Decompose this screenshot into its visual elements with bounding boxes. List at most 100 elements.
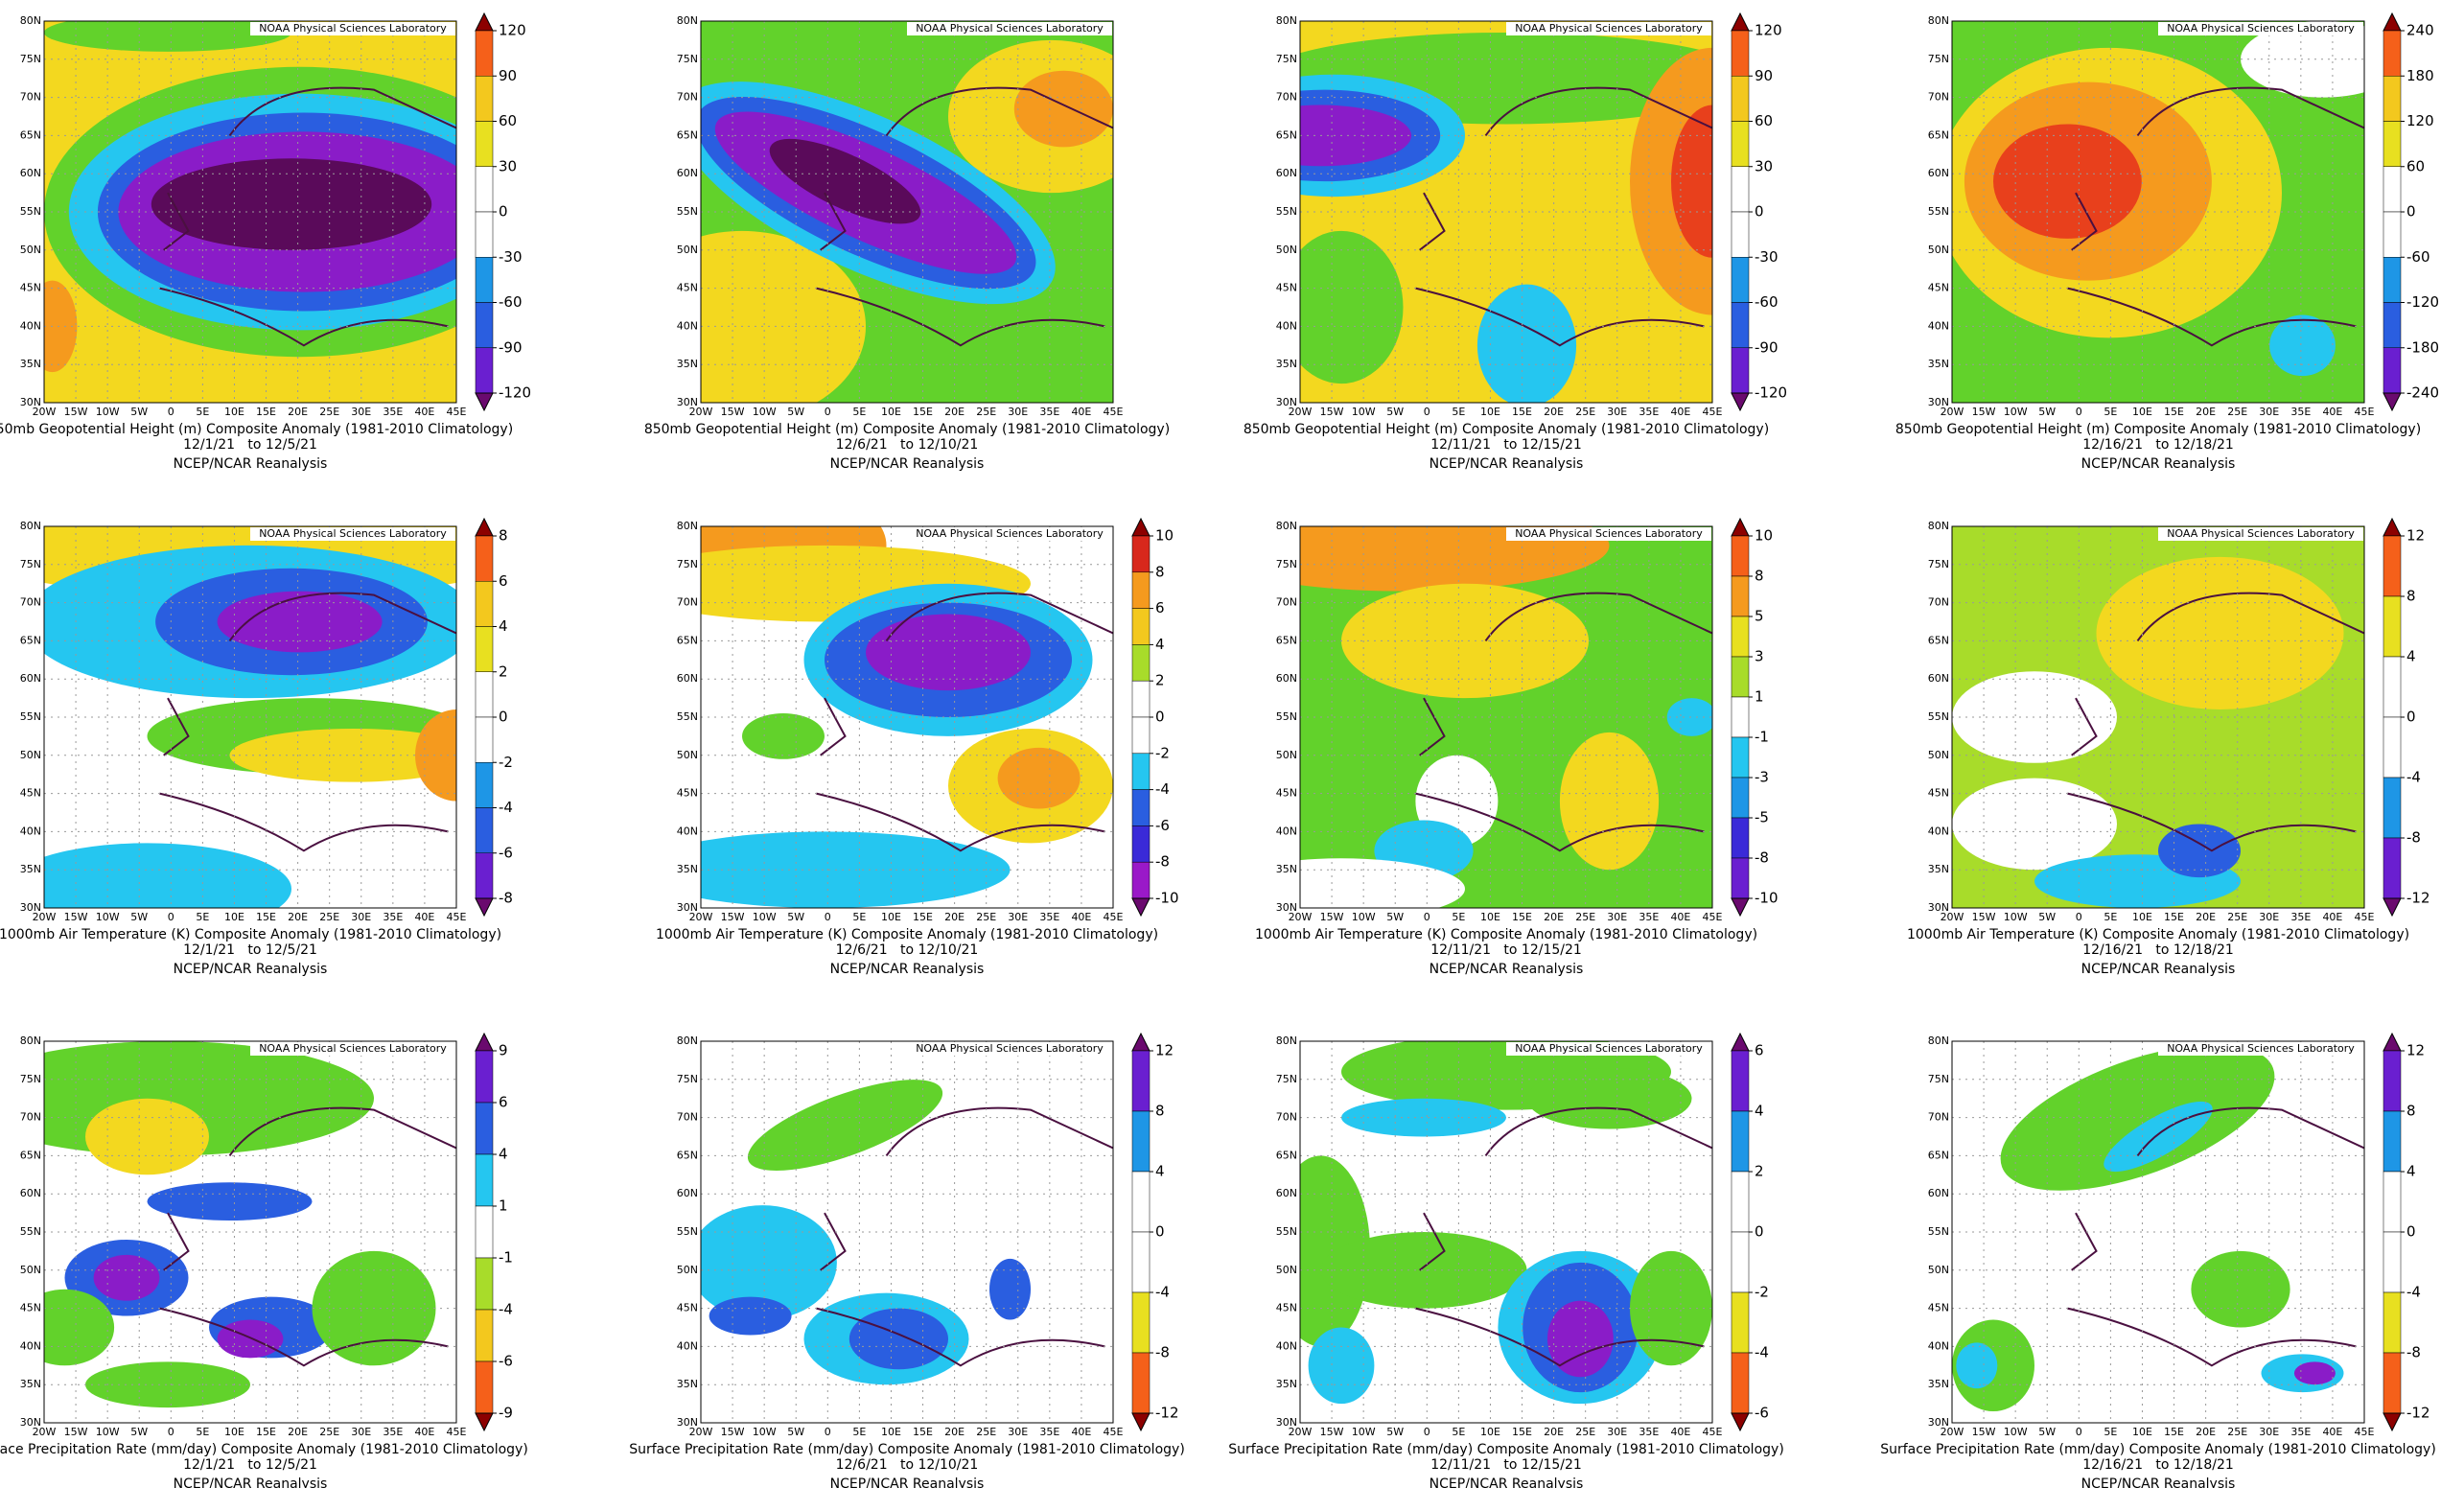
- caption: 850mb Geopotential Height (m) Composite …: [1244, 422, 1769, 437]
- lon-label: 40E: [1071, 406, 1091, 418]
- lon-label: 30E: [1607, 1426, 1627, 1438]
- lon-label: 15W: [64, 911, 88, 923]
- source: NCEP/NCAR Reanalysis: [1430, 962, 1584, 977]
- colorbar-end: [1731, 1412, 1750, 1432]
- credit: NOAA Physical Sciences Laboratory: [1515, 527, 1703, 540]
- lat-label: 35N: [677, 1378, 698, 1390]
- lon-label: 5W: [2038, 911, 2056, 923]
- lon-label: 20W: [33, 1426, 57, 1438]
- lon-label: 40E: [1670, 406, 1690, 418]
- colorbar-label: 8: [2406, 588, 2416, 605]
- lat-label: 35N: [677, 358, 698, 370]
- lon-label: 25E: [2227, 1426, 2247, 1438]
- map-frame: [1951, 1040, 2365, 1424]
- lon-label: 5E: [196, 911, 209, 923]
- lat-label: 50N: [20, 244, 41, 256]
- credit-box: [2158, 527, 2363, 541]
- source: NCEP/NCAR Reanalysis: [1430, 456, 1584, 472]
- colorbar-label: -8: [2406, 829, 2421, 847]
- colorbar-segment: [1731, 257, 1750, 303]
- caption: Surface Precipitation Rate (mm/day) Comp…: [1880, 1442, 2436, 1457]
- lat-label: 60N: [1928, 167, 1949, 179]
- lat-label: 40N: [1928, 825, 1949, 837]
- colorbar-segment: [475, 257, 494, 303]
- colorbar-label: 90: [499, 67, 517, 84]
- colorbar-label: 240: [2406, 22, 2434, 39]
- lat-label: 50N: [1276, 749, 1297, 761]
- contour-shading: [1300, 858, 1465, 908]
- colorbar-segment: [475, 671, 494, 718]
- colorbar-label: 120: [1755, 22, 1782, 39]
- lat-label: 75N: [20, 558, 41, 570]
- colorbar-segment: [1131, 1110, 1151, 1173]
- anomaly-field: [701, 1041, 1113, 1423]
- caption: 1000mb Air Temperature (K) Composite Ano…: [1907, 927, 2409, 942]
- map-frame: [1299, 525, 1713, 909]
- lon-label: 35E: [383, 1426, 403, 1438]
- colorbar-segment: [1731, 616, 1750, 658]
- colorbar-segment: [1131, 680, 1151, 718]
- credit-box: [907, 22, 1112, 35]
- coastline: [159, 592, 456, 852]
- colorbar-label: -60: [499, 293, 523, 311]
- lon-label: 30E: [351, 406, 371, 418]
- lon-label: 10E: [2132, 406, 2152, 418]
- contour-shading: [1300, 526, 1610, 592]
- lon-label: 25E: [1575, 1426, 1595, 1438]
- colorbar-end: [475, 517, 494, 537]
- lon-label: 10E: [881, 911, 901, 923]
- map-panel: 20W 15W 10W 5W 0 5E 10E 15E 20E 25E 30E 35E 40E 45E 80…: [1255, 517, 1778, 977]
- colorbar-end: [1131, 897, 1151, 918]
- colorbar-label: -10: [1755, 890, 1778, 907]
- colorbar-label: -60: [1755, 293, 1778, 311]
- lat-label: 80N: [1928, 14, 1949, 27]
- lon-label: 25E: [319, 406, 339, 418]
- colorbar-label: 2: [1155, 672, 1165, 689]
- lat-label: 70N: [677, 1111, 698, 1124]
- colorbar-label: -4: [1155, 780, 1170, 798]
- contour-shading: [44, 1289, 115, 1366]
- contour-shading: [1671, 105, 1712, 258]
- lon-label: 35E: [1639, 1426, 1659, 1438]
- lon-label: 35E: [1039, 406, 1059, 418]
- map-panel: 20W 15W 10W 5W 0 5E 10E 15E 20E 25E 30E 35E 40E 45E 80…: [1895, 12, 2439, 472]
- contour-shading: [1956, 1342, 1998, 1389]
- colorbar-segment: [1131, 535, 1151, 573]
- lat-label: 35N: [1276, 863, 1297, 875]
- contour-shading: [1013, 70, 1113, 148]
- colorbar-segment: [2383, 302, 2402, 348]
- credit: NOAA Physical Sciences Laboratory: [2167, 527, 2355, 540]
- lon-label: 20W: [33, 911, 57, 923]
- colorbar-segment: [1731, 696, 1750, 738]
- contour-shading: [747, 1080, 943, 1171]
- lon-label: 10E: [2132, 1426, 2152, 1438]
- credit: NOAA Physical Sciences Laboratory: [916, 527, 1104, 540]
- lat-label: 70N: [1276, 596, 1297, 609]
- colorbar-segment: [475, 581, 494, 627]
- colorbar-label: 4: [1155, 1163, 1165, 1180]
- colorbar-segment: [2383, 121, 2402, 167]
- lon-label: 40E: [2322, 1426, 2342, 1438]
- dates: 12/6/21 to 12/10/21: [836, 942, 979, 958]
- lon-label: 20W: [1941, 406, 1964, 418]
- lat-label: 80N: [1928, 520, 1949, 532]
- colorbar-segment: [1731, 575, 1750, 617]
- colorbar-end: [1731, 517, 1750, 537]
- colorbar-label: -2: [1155, 744, 1170, 761]
- colorbar-label: 4: [2406, 1163, 2416, 1180]
- lon-label: 30E: [1607, 406, 1627, 418]
- contour-shading: [742, 713, 825, 759]
- dates: 12/1/21 to 12/5/21: [183, 437, 317, 453]
- lon-label: 15W: [721, 1426, 745, 1438]
- lat-label: 45N: [677, 282, 698, 294]
- contour-shading: [2158, 824, 2241, 878]
- lon-label: 35E: [383, 911, 403, 923]
- dates: 12/16/21 to 12/18/21: [2082, 1457, 2234, 1473]
- dates: 12/16/21 to 12/18/21: [2082, 942, 2234, 958]
- colorbar-segment: [1731, 535, 1750, 577]
- lat-label: 50N: [677, 749, 698, 761]
- colorbar-end: [2383, 392, 2402, 412]
- colorbar-end: [1131, 517, 1151, 537]
- colorbar-label: -90: [499, 338, 523, 356]
